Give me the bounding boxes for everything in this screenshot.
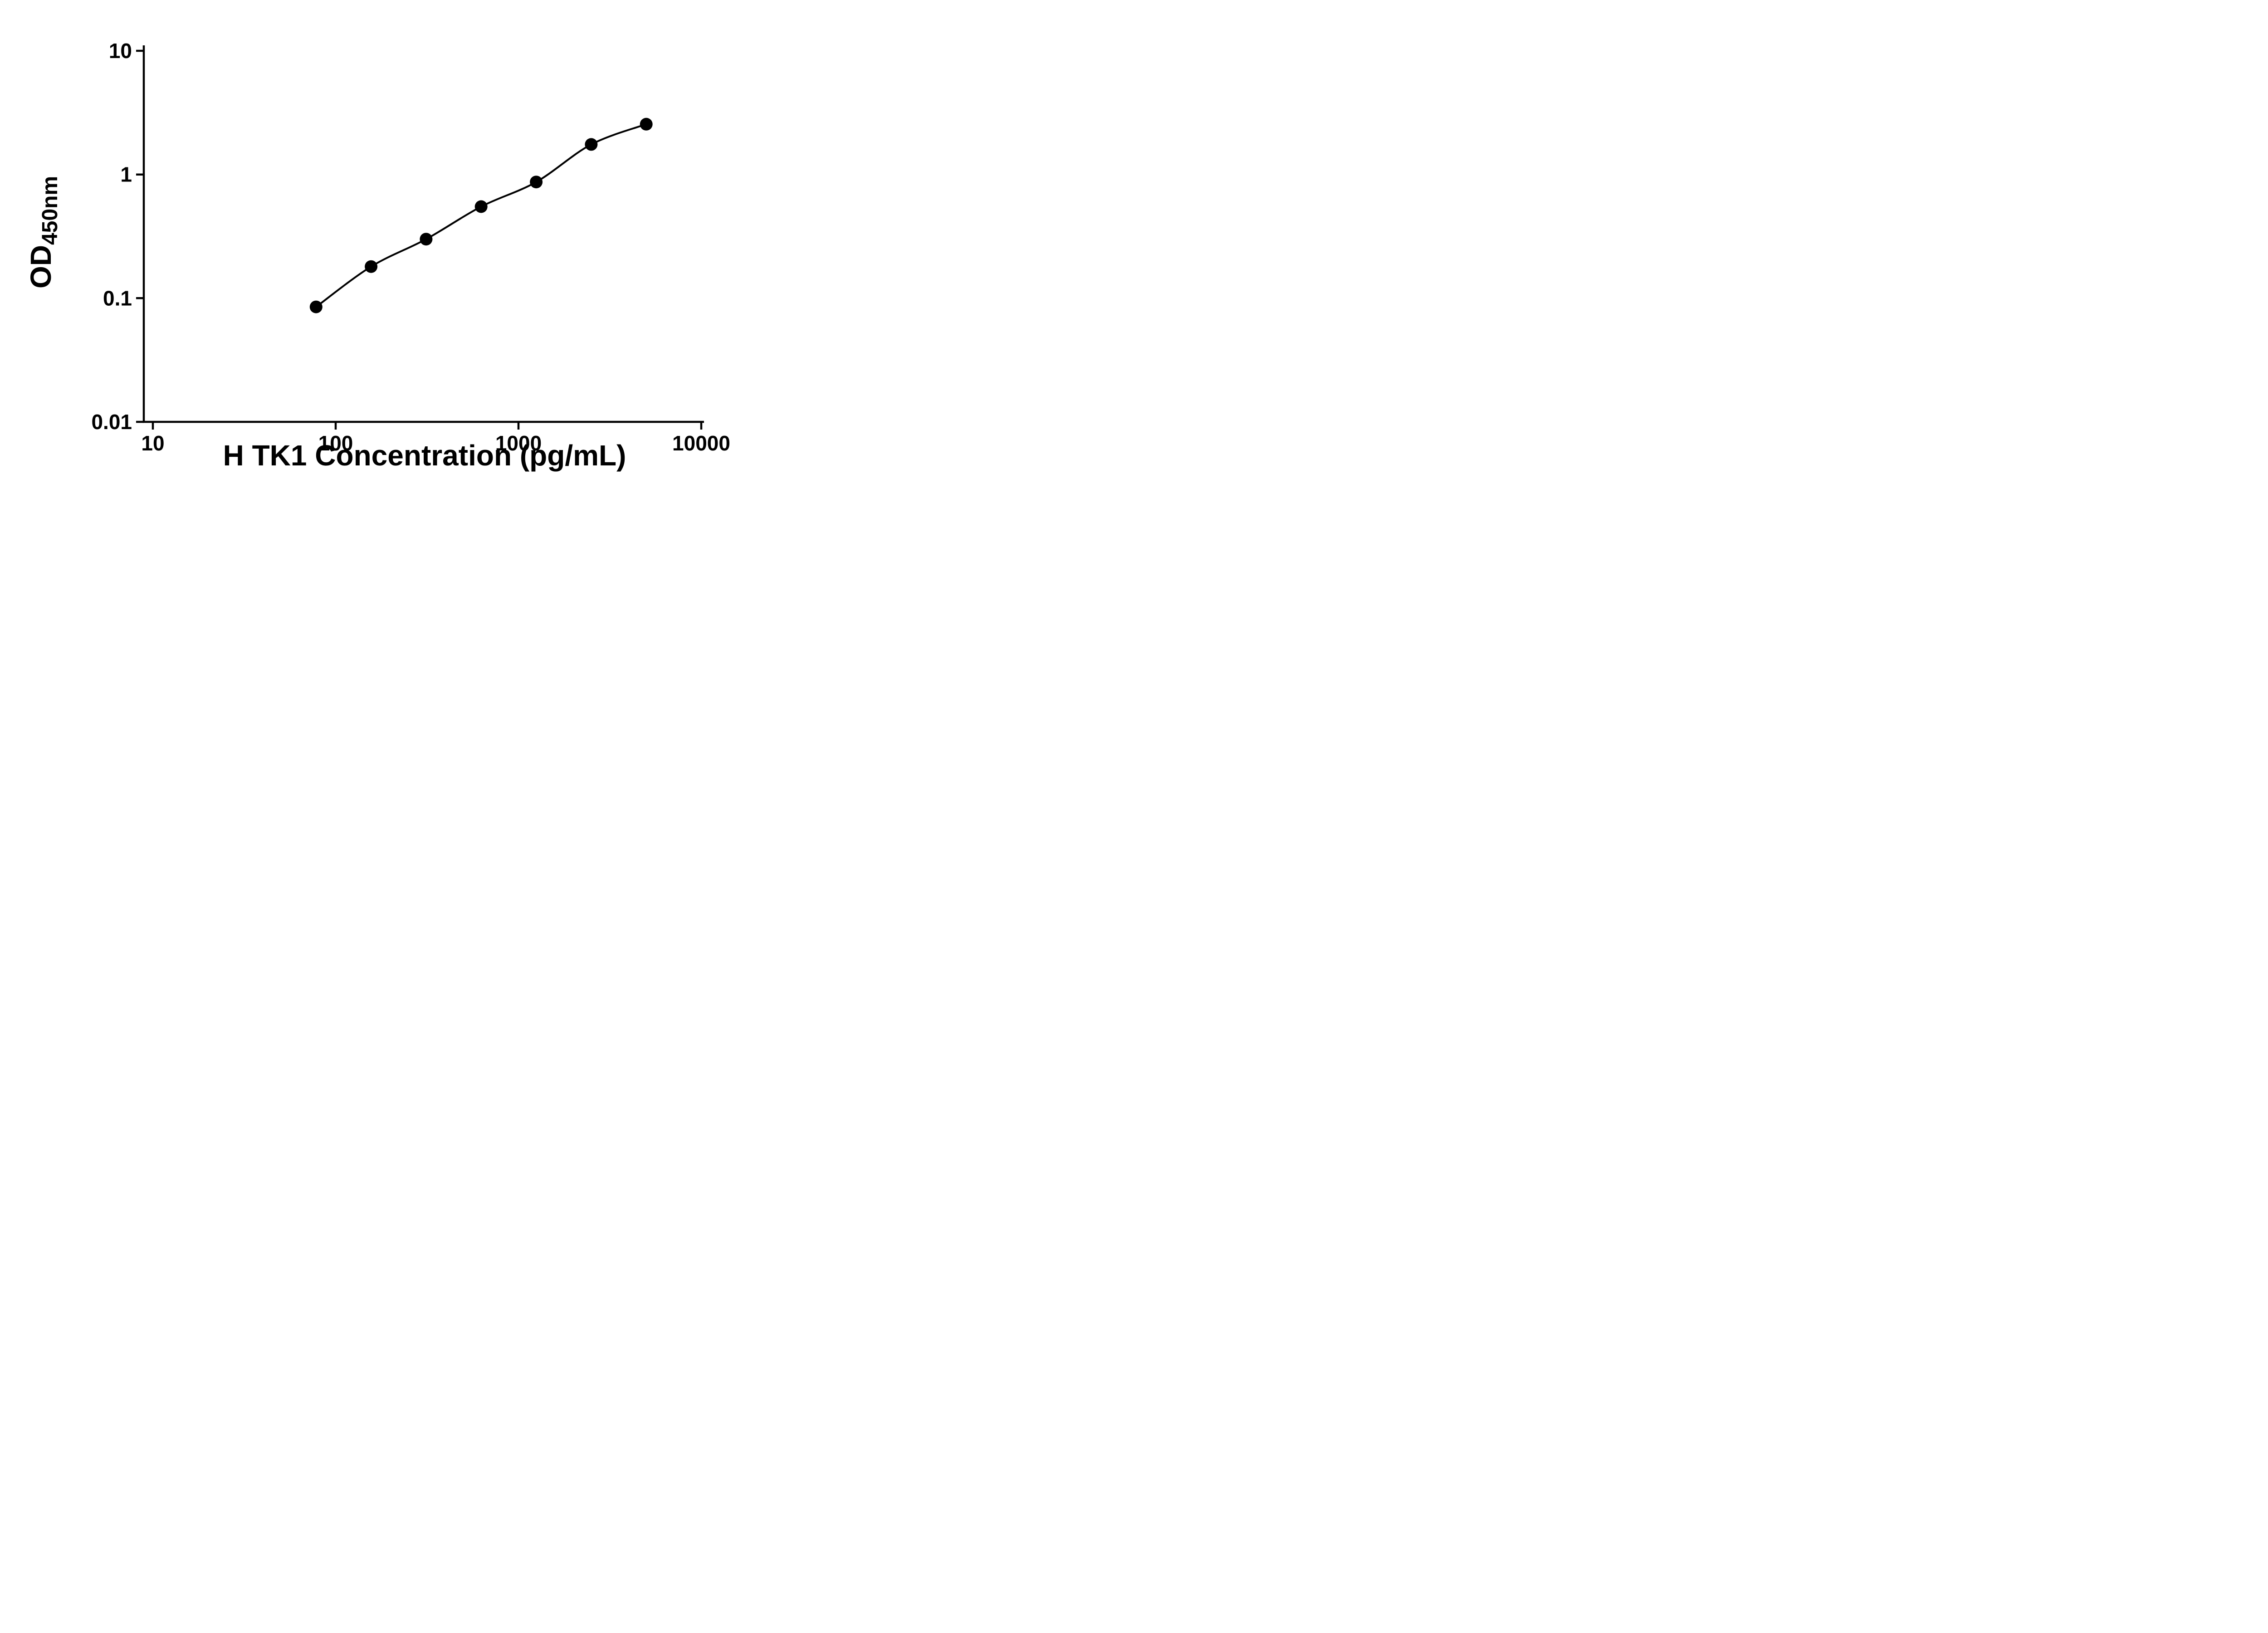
data-point xyxy=(640,117,653,131)
data-point xyxy=(420,233,433,246)
data-point xyxy=(474,200,488,213)
elisa-standard-curve-figure: 10 100 1000 10000 0.01 0.1 1 10 H TK1 Concentra… xyxy=(0,0,777,544)
x-axis-title: H TK1 Concentration (pg/mL) xyxy=(223,439,626,472)
data-point xyxy=(365,260,378,273)
data-point xyxy=(309,300,323,313)
x-tick-label: 100 xyxy=(318,431,353,455)
data-point xyxy=(585,138,598,151)
y-tick-label: 0.01 xyxy=(91,410,132,434)
x-tick-label: 10000 xyxy=(672,431,730,455)
y-axis-title-sub: 450nm xyxy=(38,176,62,245)
y-tick-label: 1 xyxy=(120,163,132,186)
y-tick-label: 0.1 xyxy=(103,286,132,310)
y-axis-title-main: OD xyxy=(24,245,57,288)
y-axis-title: OD450nm xyxy=(24,176,62,288)
plot-area: 10 100 1000 10000 0.01 0.1 1 10 xyxy=(91,39,730,455)
chart-canvas: 10 100 1000 10000 0.01 0.1 1 10 H TK1 Concentra… xyxy=(24,39,730,472)
x-tick-label: 1000 xyxy=(495,431,542,455)
y-tick-label: 10 xyxy=(109,39,132,63)
data-point xyxy=(530,176,543,189)
x-tick-label: 10 xyxy=(141,431,164,455)
fit-curve xyxy=(315,123,647,308)
